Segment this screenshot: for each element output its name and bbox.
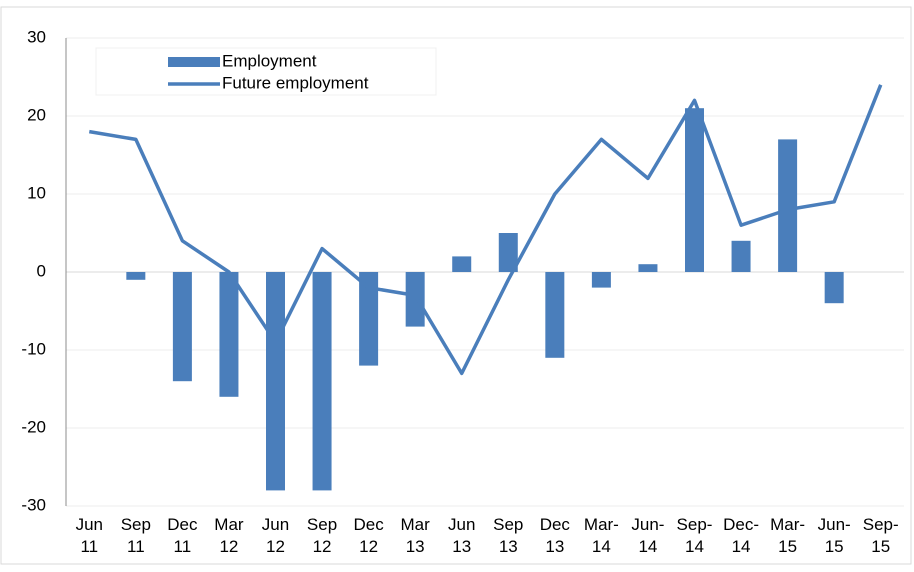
x-tick-label: Jun-15 (818, 515, 851, 556)
line (88, 84, 883, 376)
bar (452, 256, 472, 272)
x-tick-label: Mar 13 (401, 515, 431, 556)
x-tick-label: Jun-14 (631, 515, 664, 556)
y-tick-label: -10 (21, 339, 46, 358)
y-tick-label: 10 (27, 183, 46, 202)
y-tick-label: 30 (27, 27, 46, 46)
x-tick-label: Sep 11 (121, 515, 151, 556)
bar (405, 272, 425, 327)
bar (778, 139, 798, 272)
bar (545, 272, 565, 358)
y-tick-label: -20 (21, 417, 46, 436)
x-tick-label: Dec 13 (540, 515, 571, 556)
x-tick-label: Jun 13 (448, 515, 475, 556)
x-tick-label: Sep 12 (307, 515, 337, 556)
bar (126, 272, 146, 280)
bar (172, 272, 192, 382)
y-tick-label: 0 (37, 261, 46, 280)
x-tick-label: Jun 11 (76, 515, 103, 556)
x-tick-label: Dec 12 (353, 515, 384, 556)
y-tick-label: 20 (27, 105, 46, 124)
chart-frame (0, 6, 912, 565)
x-tick-label: Dec 11 (167, 515, 198, 556)
legend-box (95, 47, 437, 96)
y-tick-label: -30 (21, 495, 46, 514)
x-tick-label: Mar-15 (770, 515, 805, 556)
bar (591, 272, 611, 288)
bar (824, 272, 844, 304)
x-tick-label: Sep-14 (677, 515, 713, 556)
bar (219, 272, 239, 397)
bar (359, 272, 379, 366)
x-tick-label: Mar 12 (214, 515, 244, 556)
x-tick-label: Mar-14 (584, 515, 619, 556)
legend-swatch (168, 57, 220, 67)
x-tick-label: Sep-15 (863, 515, 899, 556)
bar (731, 240, 751, 272)
x-tick-label: Dec-14 (723, 515, 759, 556)
legend-label: Future employment (222, 73, 369, 92)
legend-label: Employment (222, 51, 317, 70)
bar (498, 233, 518, 272)
x-tick-label: Jun 12 (262, 515, 289, 556)
bar (312, 272, 332, 491)
bar (266, 272, 285, 491)
bar (638, 264, 658, 272)
x-tick-label: Sep 13 (493, 515, 523, 556)
bar (685, 108, 704, 272)
